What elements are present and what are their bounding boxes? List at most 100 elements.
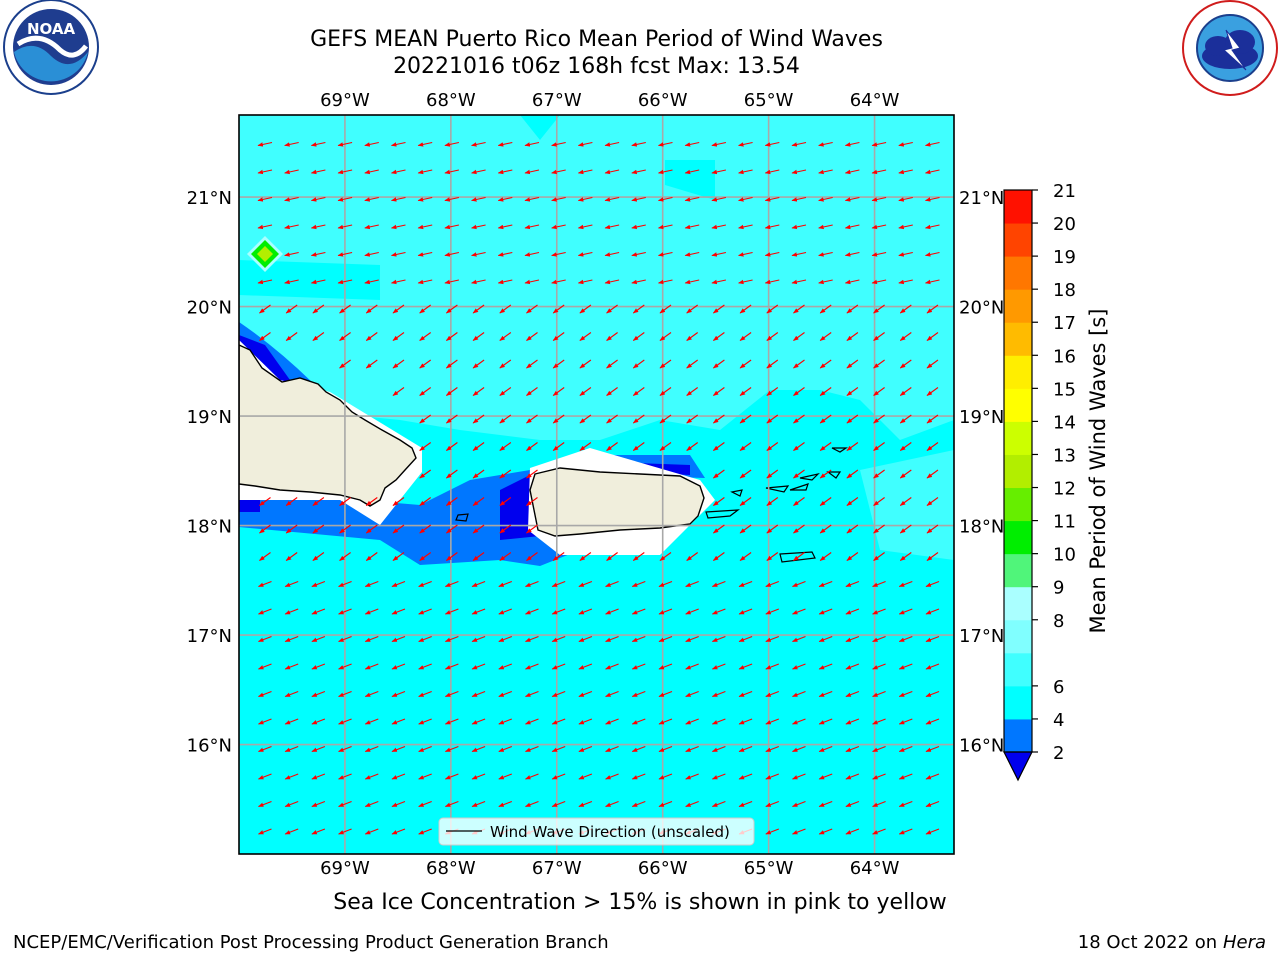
wind-wave-arrow <box>419 497 432 506</box>
wind-wave-arrow <box>873 304 885 314</box>
wind-wave-arrow <box>738 196 753 202</box>
wind-wave-arrow <box>925 690 940 698</box>
wind-wave-arrow <box>711 608 726 615</box>
wind-wave-arrow <box>339 359 351 369</box>
wind-wave-arrow <box>284 608 299 615</box>
wind-wave-arrow <box>471 690 486 698</box>
colorbar-segment <box>1004 256 1032 290</box>
wind-wave-arrow <box>793 414 805 424</box>
wind-wave-arrow <box>738 718 753 725</box>
wind-wave-arrow <box>418 745 432 753</box>
wind-wave-arrow <box>818 580 833 588</box>
wind-wave-arrow <box>604 251 620 257</box>
wind-wave-arrow <box>471 663 486 670</box>
wind-wave-arrow <box>711 663 726 670</box>
wind-wave-arrow <box>284 141 299 147</box>
wind-wave-arrow <box>793 359 805 369</box>
wind-wave-arrow <box>257 141 273 147</box>
wind-wave-arrow <box>871 224 887 230</box>
wind-wave-arrow <box>765 828 779 835</box>
wind-wave-arrow <box>551 635 566 643</box>
wind-wave-arrow <box>390 251 406 257</box>
wind-wave-arrow <box>793 497 805 506</box>
lat-label-right: 20°N <box>959 298 1004 319</box>
wind-wave-arrow <box>898 279 913 285</box>
wind-wave-arrow <box>392 387 405 396</box>
hispaniola-landmass <box>239 344 417 507</box>
wind-wave-arrow <box>766 304 779 314</box>
wind-wave-arrow <box>418 828 432 835</box>
wind-wave-arrow <box>738 279 753 285</box>
wind-wave-arrow <box>284 745 299 753</box>
colorbar-tick-label: 21 <box>1053 181 1076 202</box>
wind-wave-arrow <box>873 414 885 424</box>
wind-wave-arrow <box>499 414 512 424</box>
wind-wave-arrow <box>471 800 486 808</box>
wind-wave-arrow <box>499 304 512 314</box>
wind-wave-arrow <box>579 304 592 314</box>
colorbar-tick-label: 6 <box>1053 677 1064 698</box>
wind-wave-arrow <box>765 690 779 698</box>
wind-wave-arrow <box>926 442 939 451</box>
wind-wave-arrow <box>444 663 459 670</box>
wind-wave-arrow <box>390 196 406 202</box>
wind-wave-arrow <box>444 580 459 588</box>
wind-wave-arrow <box>339 497 351 506</box>
wind-wave-arrow <box>925 800 940 808</box>
wind-wave-arrow <box>445 524 458 534</box>
wind-wave-arrow <box>391 690 406 698</box>
wind-wave-arrow <box>606 442 618 451</box>
wind-wave-arrow <box>444 690 459 698</box>
wind-wave-arrow <box>766 387 779 396</box>
lat-labels-left: 21°N 20°N 19°N 18°N 17°N 16°N <box>187 188 232 756</box>
wind-wave-arrow <box>257 745 272 753</box>
wind-wave-arrow <box>659 359 672 369</box>
wind-wave-arrow <box>364 635 379 643</box>
wind-wave-arrow <box>526 332 538 341</box>
wind-wave-arrow <box>925 663 940 670</box>
lon-label-bottom: 66°W <box>638 858 688 879</box>
wind-wave-arrow <box>365 304 378 314</box>
wind-wave-arrow <box>418 635 432 643</box>
wind-wave-arrow <box>684 224 700 230</box>
wind-wave-arrow <box>417 224 433 230</box>
wind-wave-arrow <box>417 196 433 202</box>
wind-wave-arrow <box>846 469 859 479</box>
wind-wave-arrow <box>365 359 378 369</box>
wind-wave-arrow <box>551 800 566 808</box>
wind-wave-arrow <box>899 414 912 424</box>
wind-wave-arrow <box>793 304 805 314</box>
wind-wave-arrow <box>818 635 833 643</box>
wind-wave-arrow <box>471 608 486 615</box>
wind-wave-arrow <box>791 718 806 725</box>
colorbar-segment <box>1004 520 1032 555</box>
wind-wave-arrow <box>872 608 886 615</box>
wind-wave-arrow <box>578 745 593 753</box>
wind-wave-arrow <box>818 773 833 780</box>
colorbar-segment <box>1004 586 1032 621</box>
wind-wave-arrow <box>551 279 566 285</box>
wind-wave-arrow <box>873 442 885 451</box>
wind-wave-arrow <box>818 718 833 725</box>
lat-label-left: 21°N <box>187 188 232 209</box>
wind-wave-arrow <box>764 141 780 147</box>
wind-wave-arrow <box>846 497 859 506</box>
wind-wave-arrow <box>711 718 726 725</box>
wind-wave-arrow <box>284 169 299 175</box>
wind-wave-arrow <box>365 552 378 561</box>
wind-wave-arrow <box>766 469 779 479</box>
wind-wave-arrow <box>818 800 833 808</box>
wind-wave-arrow <box>711 800 726 808</box>
wind-wave-arrow <box>579 359 592 369</box>
wind-wave-arrow <box>872 580 886 588</box>
colorbar-segment <box>1004 718 1032 753</box>
wind-wave-arrow <box>819 359 832 369</box>
wind-wave-arrow <box>844 279 860 285</box>
wind-wave-arrow <box>499 524 512 534</box>
wind-wave-arrow <box>791 773 806 780</box>
wind-wave-arrow <box>605 718 619 725</box>
wind-wave-arrow <box>604 224 620 230</box>
wind-wave-arrow <box>471 251 486 257</box>
wind-wave-arrow <box>738 690 753 698</box>
lon-label-bottom: 69°W <box>320 858 370 879</box>
